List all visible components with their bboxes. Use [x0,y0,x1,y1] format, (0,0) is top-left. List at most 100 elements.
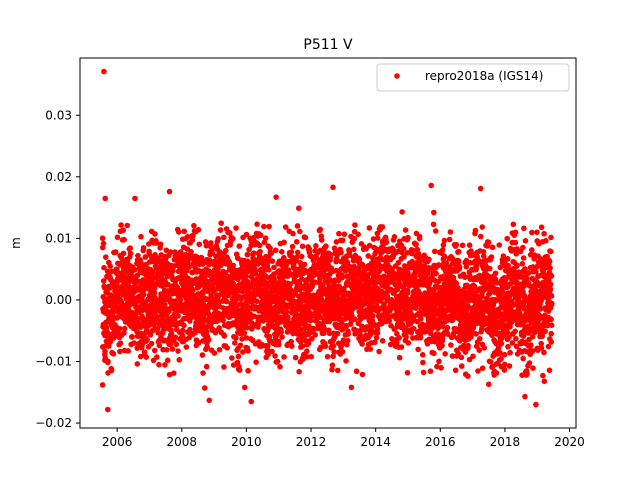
data-point [171,263,178,269]
data-point [100,240,107,247]
data-point [150,269,156,276]
chart-title: P511 V [303,37,353,53]
data-point [492,270,499,277]
data-point [401,253,407,260]
data-point [404,250,411,256]
data-point [166,371,173,378]
data-point [419,352,426,358]
data-point [155,329,161,336]
data-point [261,223,267,230]
data-point [465,342,471,349]
data-point [293,238,300,245]
data-point [233,225,239,231]
data-point [342,268,349,274]
data-point [440,242,447,248]
y-tick-label: 0.00 [45,293,72,307]
data-point [269,258,276,264]
data-point [292,354,299,361]
data-point [379,224,386,230]
data-point [386,318,393,324]
data-point [118,222,124,228]
data-point [294,249,301,256]
data-point [237,342,244,349]
data-point [108,292,114,298]
legend: repro2018a (IGS14) [376,63,570,92]
data-point [307,317,314,324]
data-point [156,342,163,349]
data-point [366,225,373,231]
x-tick-label: 2016 [425,435,456,449]
data-point [100,278,107,284]
data-point [144,337,150,343]
data-point [442,351,448,357]
data-point [323,243,329,249]
data-point [121,325,128,332]
data-point [417,334,424,341]
data-point [450,330,457,337]
data-point [205,337,212,343]
data-point [162,362,168,368]
data-point [338,320,345,326]
data-point [344,337,351,344]
data-point [528,342,534,348]
data-point [443,260,450,266]
data-point [336,230,342,237]
data-point [304,353,310,360]
data-point [275,309,281,315]
data-point [359,323,365,330]
data-point [296,287,303,293]
data-point [367,346,374,352]
data-point [294,223,301,229]
data-point [496,242,503,248]
data-point [548,322,555,328]
data-point [244,324,250,331]
data-point [468,248,474,254]
data-point [372,339,378,346]
data-point [370,236,377,242]
data-point [220,317,226,324]
data-point-outlier [522,393,528,400]
data-point [239,336,245,342]
data-point [522,238,529,244]
data-point [290,230,296,237]
data-point [548,300,555,307]
data-point [236,367,243,373]
data-point [153,313,160,320]
data-point [186,264,192,270]
data-point [441,237,448,244]
data-point [426,256,432,263]
data-point [221,364,227,370]
data-point [529,247,535,253]
data-point [405,234,411,241]
data-point [327,276,333,283]
data-point [418,315,424,322]
data-point [351,246,357,253]
data-point [317,226,324,233]
data-point [191,222,197,229]
data-point [158,252,165,258]
data-point [129,333,136,340]
data-point [184,233,191,240]
data-point [439,247,446,253]
data-point [120,250,127,257]
y-tick-label: −0.02 [35,416,72,430]
data-point [154,354,160,360]
data-point [431,350,437,357]
data-point [117,340,124,346]
data-point [514,262,520,268]
data-point [199,290,206,297]
data-point [120,227,127,233]
data-point [520,244,526,251]
data-point [470,353,476,360]
data-point [492,298,499,304]
data-point [177,297,184,303]
data-point [411,325,417,332]
data-point [266,223,272,230]
data-point [513,335,519,342]
data-point [243,335,250,341]
data-point [152,231,158,237]
data-point [367,330,374,337]
data-point-outlier [399,209,405,215]
data-point [383,239,390,246]
